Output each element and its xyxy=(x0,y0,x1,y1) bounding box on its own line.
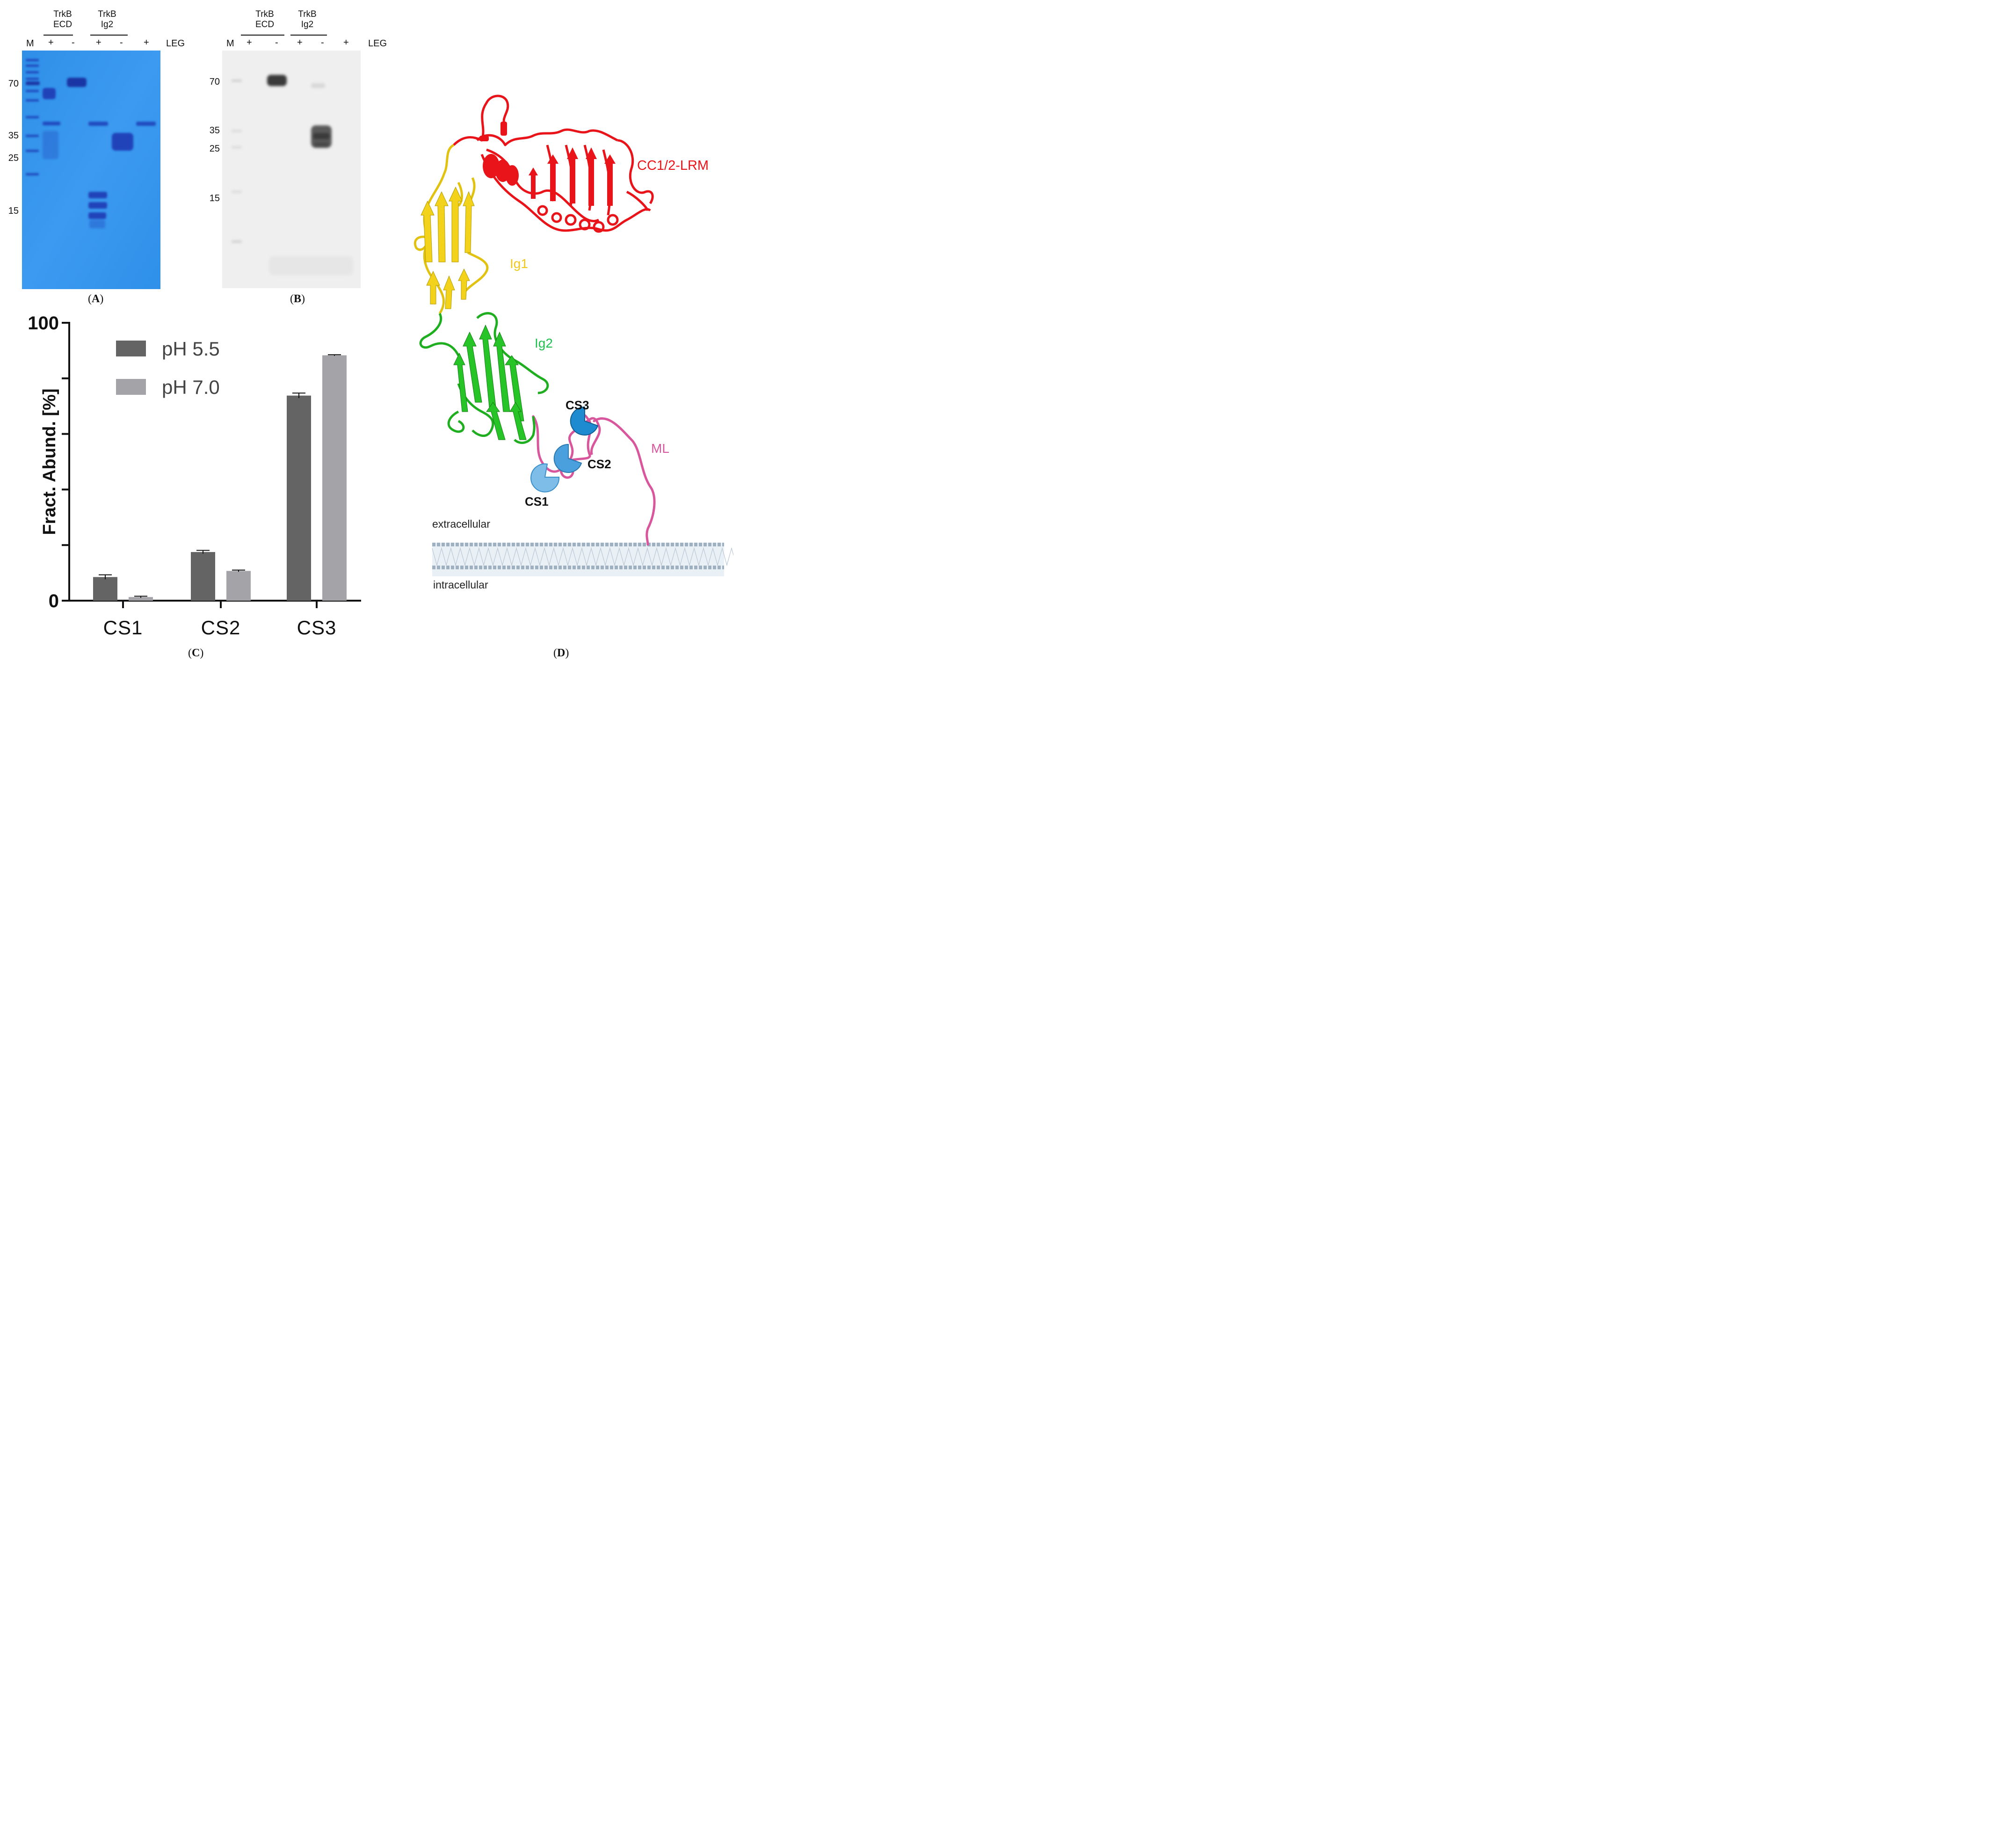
mw-marker: 25 xyxy=(8,153,19,163)
group1-underline xyxy=(241,35,284,36)
marker-label: M xyxy=(26,38,34,49)
mw-marker: 35 xyxy=(8,131,19,141)
x-tick-label: CS1 xyxy=(103,617,143,639)
group1-line1: TrkB xyxy=(255,9,274,19)
mw-marker: 15 xyxy=(8,206,19,216)
lane-sign: + xyxy=(144,37,149,48)
legend-label: pH 5.5 xyxy=(162,338,220,360)
group2-line1: TrkB xyxy=(98,9,116,19)
panel-a-letter: A xyxy=(92,293,100,305)
panel-c-letter: C xyxy=(192,647,200,659)
bar-chart: 0 100 Fract. Abund. [%] CS1 CS2 CS3 pH 5.5 pH 7… xyxy=(28,313,361,639)
ig1-strands xyxy=(421,186,475,309)
membrane xyxy=(432,543,733,576)
lane-sign: + xyxy=(48,37,54,48)
chart-layer: 0 100 Fract. Abund. [%] CS1 CS2 CS3 pH 5.5 pH 7… xyxy=(28,313,361,639)
lane-sign: + xyxy=(247,37,252,48)
bar xyxy=(191,552,215,601)
group2-line2: Ig2 xyxy=(301,20,314,29)
extracellular-label: extracellular xyxy=(432,518,490,530)
panel-a-caption: (A) xyxy=(88,293,104,305)
cc-lrm-helices xyxy=(479,122,616,206)
leg-label: LEG xyxy=(368,38,387,49)
panel-c-caption: (C) xyxy=(188,647,204,659)
group1-line2: ECD xyxy=(255,20,275,29)
panel-d-letter: D xyxy=(557,647,566,659)
mw-marker: 15 xyxy=(209,193,220,203)
lane-sign: + xyxy=(96,37,102,48)
legend-swatch xyxy=(116,379,146,395)
bar xyxy=(93,577,117,601)
cs2-marker xyxy=(553,443,582,473)
cs3-marker xyxy=(570,406,599,436)
coomassie-gel-image xyxy=(22,51,160,289)
lane-sign: + xyxy=(343,37,349,48)
cs3-label: CS3 xyxy=(566,398,589,412)
group1-line1: TrkB xyxy=(53,9,72,19)
ml-label: ML xyxy=(651,441,669,456)
group2-line1: TrkB xyxy=(298,9,317,19)
legend-swatch xyxy=(116,341,146,356)
cc-lrm-label: CC1/2-LRM xyxy=(637,158,709,173)
bar xyxy=(226,571,251,601)
ig1-label: Ig1 xyxy=(510,256,528,271)
ig2-strands xyxy=(453,324,527,440)
cs1-label: CS1 xyxy=(525,494,549,509)
leg-label: LEG xyxy=(166,38,185,49)
lane-sign: - xyxy=(275,37,278,48)
marker-label: M xyxy=(226,38,234,49)
intracellular-label: intracellular xyxy=(433,579,488,591)
mw-marker: 70 xyxy=(8,79,19,89)
x-tick-label: CS2 xyxy=(201,617,241,639)
bar xyxy=(129,597,153,601)
protein-structure-diagram xyxy=(413,94,733,576)
group1-label: TrkB ECD xyxy=(49,9,77,30)
group2-underline xyxy=(290,35,327,36)
lane-sign: - xyxy=(321,37,324,48)
group1-line2: ECD xyxy=(53,20,73,29)
panel-b-caption: (B) xyxy=(290,293,305,305)
cs2-label: CS2 xyxy=(587,457,611,471)
group2-label: TrkB Ig2 xyxy=(293,9,321,30)
y-axis-label: Fract. Abund. [%] xyxy=(40,388,59,535)
group1-label: TrkB ECD xyxy=(251,9,279,30)
group1-underline xyxy=(44,35,73,36)
bar xyxy=(287,395,311,601)
lane-sign: + xyxy=(297,37,303,48)
x-tick-label: CS3 xyxy=(297,617,337,639)
bar xyxy=(322,355,347,601)
y-tick-label: 100 xyxy=(28,313,59,334)
mw-marker: 25 xyxy=(209,144,220,154)
y-tick-label: 0 xyxy=(49,591,59,611)
lane-sign: - xyxy=(72,37,75,48)
ig2-label: Ig2 xyxy=(535,336,553,350)
group2-line2: Ig2 xyxy=(101,20,114,29)
mw-marker: 35 xyxy=(209,125,220,136)
panel-b-letter: B xyxy=(294,293,302,305)
western-blot-image xyxy=(222,51,361,288)
cs1-marker xyxy=(530,463,560,493)
group2-underline xyxy=(90,35,128,36)
mw-marker: 70 xyxy=(209,77,220,87)
lane-sign: - xyxy=(120,37,123,48)
group2-label: TrkB Ig2 xyxy=(93,9,121,30)
panel-d-caption: (D) xyxy=(553,647,569,659)
legend-label: pH 7.0 xyxy=(162,376,220,398)
